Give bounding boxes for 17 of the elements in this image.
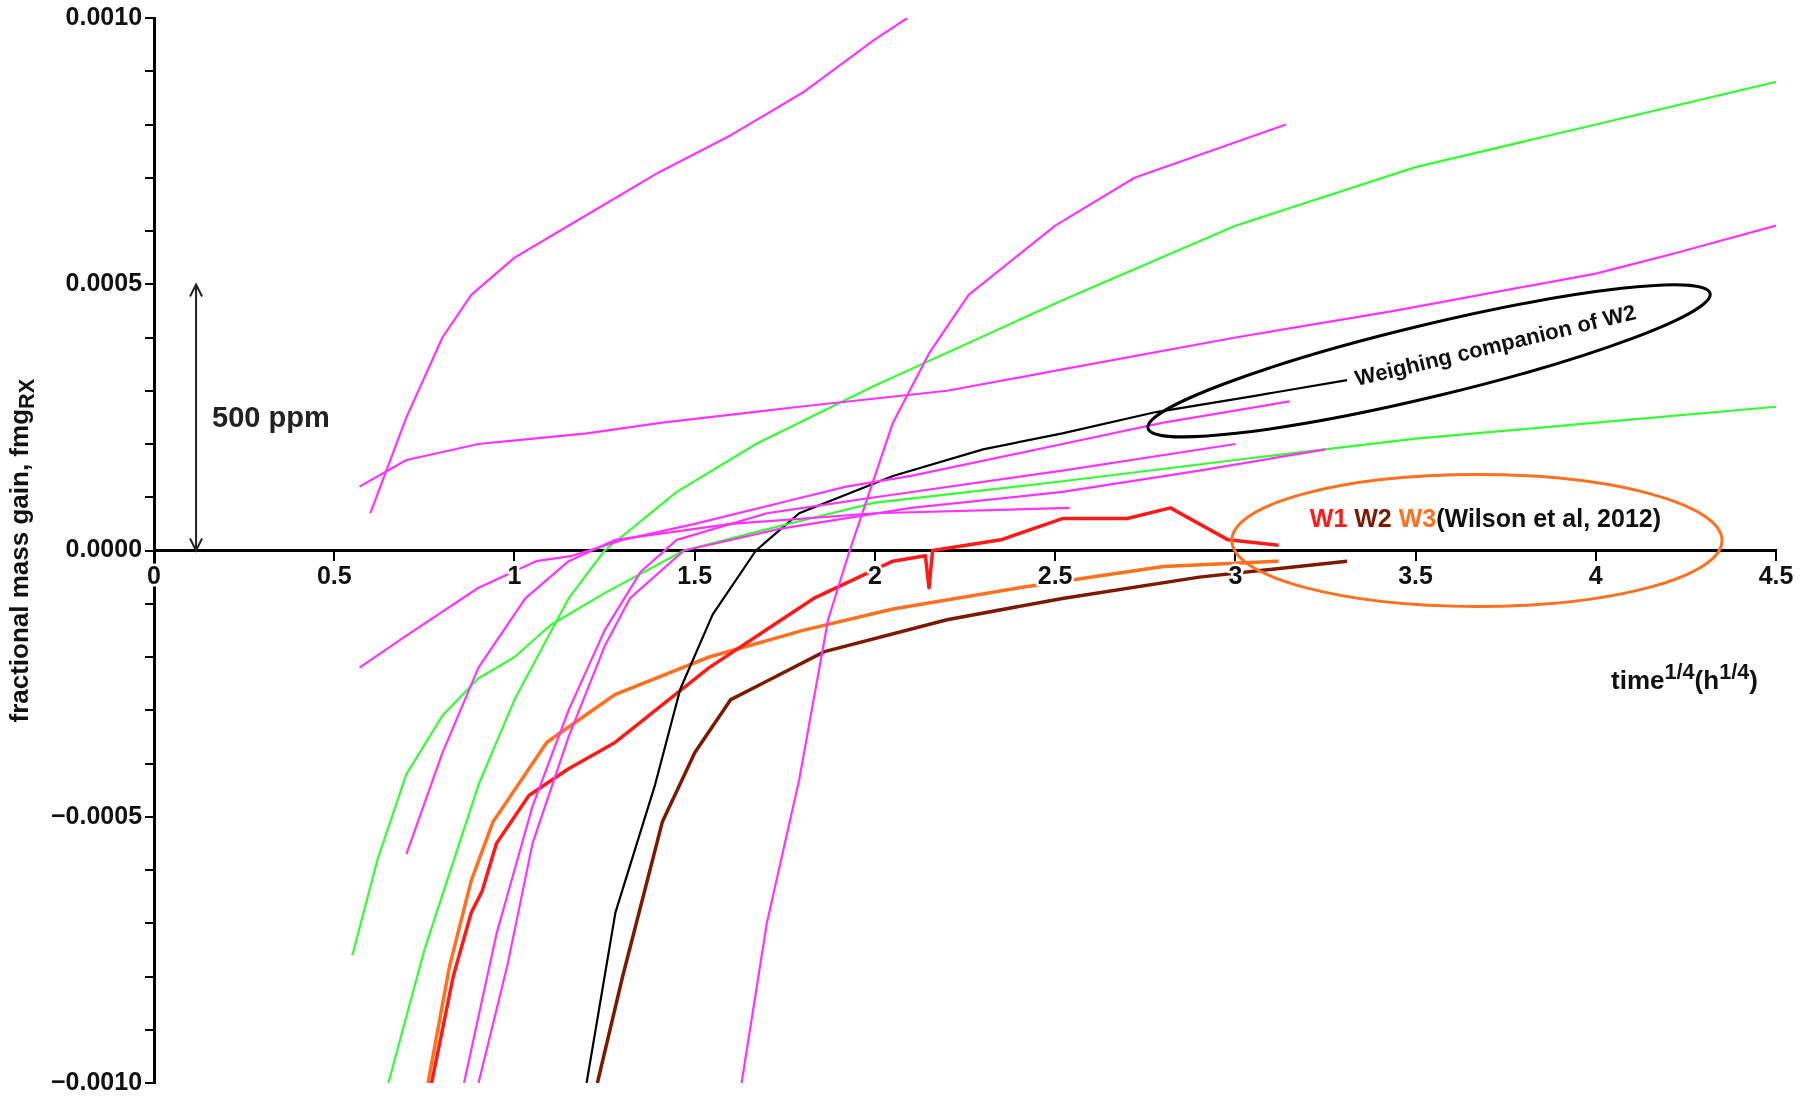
x-tick-label: 3.5 <box>1398 560 1434 589</box>
y-tick-label: −0.0005 <box>50 800 143 829</box>
series-label: W2 <box>1354 503 1392 532</box>
x-tick-label: 0.5 <box>316 560 352 589</box>
x-tick-label: 4 <box>1588 560 1603 589</box>
text: W3 <box>1398 503 1437 532</box>
annotation: (Wilson et al, 2012) <box>1436 503 1662 532</box>
x-tick-label: 1.5 <box>677 560 713 589</box>
x-axis-title: time$^{1/4}$(h$^{1/4}$) <box>1611 658 1758 696</box>
x-tick-label: 4.5 <box>1758 560 1794 589</box>
y-tick-label: 0.0000 <box>65 534 143 563</box>
y-tick-label: 0.0010 <box>65 1 143 30</box>
y-tick-label: 0.0005 <box>65 268 143 297</box>
y-tick-label: −0.0010 <box>50 1066 143 1095</box>
annotation: Weighing companion of W2 <box>1352 299 1639 391</box>
series-label: W1 <box>1309 503 1348 532</box>
annotation: 500 ppm <box>212 400 330 433</box>
